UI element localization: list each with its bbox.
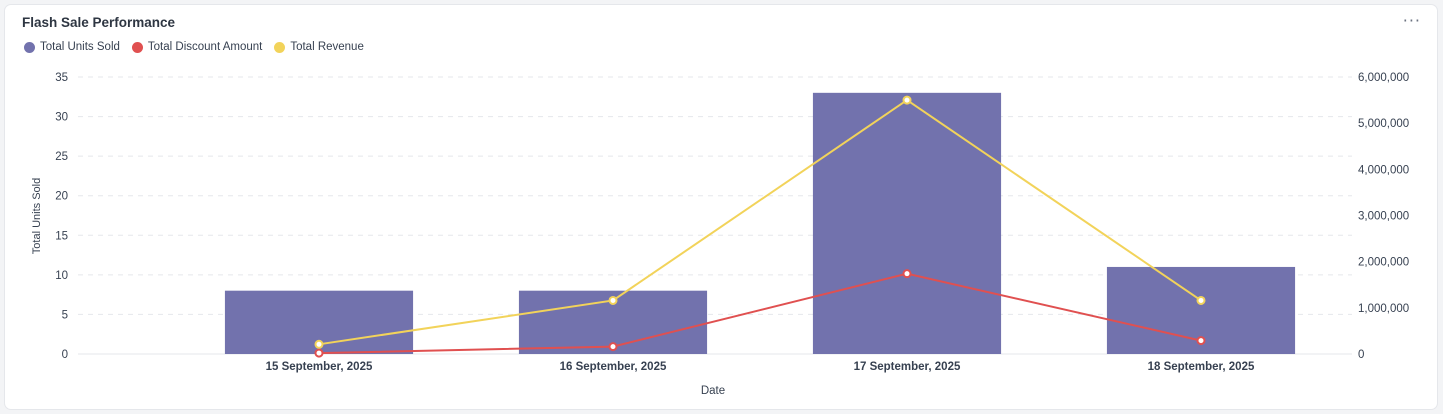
y-tick-label-right: 0 [1358, 349, 1364, 361]
legend-label-units: Total Units Sold [40, 41, 120, 53]
data-point [902, 95, 912, 105]
y-tick-label-right: 6,000,000 [1358, 72, 1409, 84]
series-line [318, 98, 1202, 346]
x-tick-label: 16 September, 2025 [560, 361, 667, 373]
bar [812, 92, 1002, 354]
y-tick-label-left: 10 [55, 270, 68, 282]
chart-legend: Total Units Sold Total Discount Amount T… [24, 41, 364, 53]
x-axis-title: Date [701, 385, 725, 397]
legend-label-revenue: Total Revenue [290, 41, 364, 53]
x-tick-label: 15 September, 2025 [266, 361, 373, 373]
legend-swatch-revenue [274, 41, 286, 53]
line-series [314, 95, 1206, 358]
data-point [314, 339, 324, 349]
legend-item-units[interactable]: Total Units Sold [24, 41, 120, 53]
data-point [1196, 336, 1206, 346]
y-tick-label-left: 5 [62, 309, 68, 321]
y-tick-label-right: 2,000,000 [1358, 257, 1409, 269]
legend-item-revenue[interactable]: Total Revenue [274, 41, 364, 53]
x-axis: 15 September, 2025 16 September, 2025 17 S… [266, 361, 1255, 373]
y-axis-right: 0 1,000,000 2,000,000 3,000,000 4,000,000 5,0… [1358, 72, 1409, 361]
data-point [902, 269, 912, 279]
x-tick-label: 17 September, 2025 [854, 361, 961, 373]
more-options-icon[interactable]: ··· [1402, 11, 1421, 30]
legend-label-discount: Total Discount Amount [147, 41, 263, 53]
y-tick-label-right: 4,000,000 [1358, 164, 1409, 176]
y-tick-label-left: 30 [55, 112, 68, 124]
legend-swatch-discount [131, 41, 143, 53]
y-tick-label-left: 25 [55, 151, 68, 163]
y-tick-label-left: 0 [62, 349, 68, 361]
y-axis-left: 0 5 10 15 20 25 30 35 [55, 72, 68, 361]
data-point [608, 342, 618, 352]
data-point [314, 348, 324, 358]
y-axis-title: Total Units Sold [31, 178, 43, 254]
chart-title: Flash Sale Performance [22, 15, 176, 30]
series-line [318, 272, 1202, 355]
y-tick-label-right: 1,000,000 [1358, 303, 1409, 315]
legend-swatch-units [24, 41, 35, 53]
y-tick-label-left: 35 [55, 72, 68, 84]
legend-item-discount[interactable]: Total Discount Amount [131, 41, 263, 53]
y-tick-label-right: 3,000,000 [1358, 211, 1409, 223]
x-tick-label: 18 September, 2025 [1148, 361, 1255, 373]
y-tick-label-left: 15 [55, 230, 68, 242]
y-tick-label-left: 20 [55, 191, 68, 203]
data-point [1196, 295, 1206, 305]
data-point [608, 295, 618, 305]
y-tick-label-right: 5,000,000 [1358, 118, 1409, 130]
